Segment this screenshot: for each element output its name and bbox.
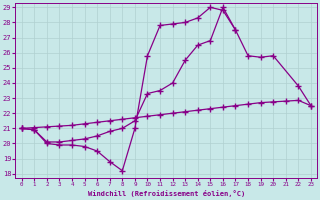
- X-axis label: Windchill (Refroidissement éolien,°C): Windchill (Refroidissement éolien,°C): [88, 190, 245, 197]
